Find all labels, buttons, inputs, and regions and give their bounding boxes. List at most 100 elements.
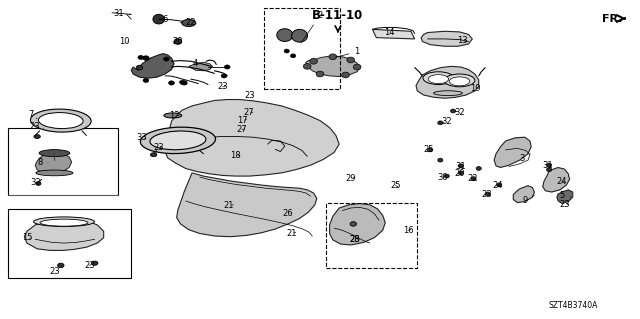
- Text: 21: 21: [286, 229, 296, 238]
- Ellipse shape: [458, 164, 463, 168]
- Polygon shape: [177, 173, 317, 237]
- Ellipse shape: [350, 222, 356, 226]
- Ellipse shape: [444, 174, 449, 178]
- Text: 26: 26: [283, 209, 293, 218]
- Text: 5: 5: [559, 191, 571, 200]
- Text: 31: 31: [456, 162, 466, 171]
- Ellipse shape: [150, 131, 206, 150]
- Polygon shape: [557, 190, 573, 204]
- Ellipse shape: [92, 261, 98, 265]
- Ellipse shape: [36, 182, 41, 185]
- Text: 23: 23: [154, 143, 164, 152]
- Bar: [264, 8, 340, 89]
- Bar: [326, 203, 417, 268]
- Text: 23: 23: [30, 122, 44, 131]
- Polygon shape: [494, 137, 531, 167]
- Ellipse shape: [169, 81, 174, 85]
- Text: 33: 33: [137, 133, 147, 142]
- Ellipse shape: [34, 217, 95, 226]
- Polygon shape: [372, 29, 415, 39]
- Text: 23: 23: [49, 267, 60, 276]
- Polygon shape: [189, 62, 212, 71]
- Ellipse shape: [329, 54, 337, 60]
- Ellipse shape: [428, 148, 433, 152]
- Text: 23: 23: [559, 200, 570, 209]
- Polygon shape: [513, 186, 534, 203]
- Text: 14: 14: [384, 28, 394, 37]
- Text: 28: 28: [350, 235, 360, 244]
- Bar: [8, 128, 118, 195]
- Ellipse shape: [303, 63, 311, 69]
- Text: 32: 32: [454, 108, 465, 117]
- Text: 27: 27: [237, 125, 247, 134]
- Text: 23: 23: [244, 91, 255, 100]
- Ellipse shape: [277, 29, 293, 41]
- Ellipse shape: [140, 127, 216, 153]
- Ellipse shape: [423, 72, 454, 85]
- Polygon shape: [131, 54, 174, 78]
- Text: 10: 10: [120, 37, 130, 46]
- Ellipse shape: [174, 39, 182, 44]
- Ellipse shape: [310, 58, 317, 64]
- Ellipse shape: [31, 109, 91, 132]
- Text: B-11-10: B-11-10: [312, 9, 364, 22]
- Ellipse shape: [451, 109, 456, 113]
- Ellipse shape: [449, 77, 470, 86]
- Ellipse shape: [38, 113, 83, 129]
- Ellipse shape: [182, 81, 188, 85]
- Polygon shape: [543, 167, 570, 192]
- Polygon shape: [35, 152, 72, 174]
- Text: 23: 23: [481, 190, 492, 199]
- Ellipse shape: [547, 163, 552, 167]
- Ellipse shape: [182, 19, 196, 26]
- Ellipse shape: [150, 153, 157, 157]
- Text: 8: 8: [37, 158, 48, 167]
- Text: 19: 19: [470, 81, 480, 93]
- Ellipse shape: [316, 71, 324, 77]
- Ellipse shape: [36, 170, 73, 176]
- Text: SZT4B3740A: SZT4B3740A: [548, 301, 598, 310]
- Text: 27: 27: [243, 108, 253, 117]
- Text: 23: 23: [84, 261, 95, 270]
- Text: 22: 22: [467, 174, 477, 183]
- Text: FR.: FR.: [602, 13, 625, 24]
- Ellipse shape: [153, 14, 164, 24]
- Text: 25: 25: [424, 145, 434, 154]
- Polygon shape: [306, 56, 360, 77]
- Ellipse shape: [347, 57, 355, 63]
- Text: 29: 29: [346, 174, 356, 183]
- Ellipse shape: [143, 56, 149, 60]
- Text: 13: 13: [457, 36, 467, 45]
- Text: 31: 31: [542, 161, 552, 170]
- Text: 32: 32: [442, 117, 452, 126]
- Ellipse shape: [34, 135, 40, 138]
- Ellipse shape: [434, 91, 463, 96]
- Ellipse shape: [164, 57, 169, 61]
- Text: 20: 20: [173, 37, 183, 46]
- Ellipse shape: [138, 56, 144, 60]
- Ellipse shape: [547, 168, 552, 172]
- Polygon shape: [330, 204, 385, 245]
- Ellipse shape: [164, 113, 182, 118]
- Ellipse shape: [497, 183, 502, 187]
- Ellipse shape: [221, 74, 227, 78]
- Ellipse shape: [476, 167, 481, 170]
- Text: 17: 17: [237, 116, 247, 125]
- Ellipse shape: [428, 75, 449, 84]
- Text: 16: 16: [403, 226, 413, 235]
- Text: 9: 9: [522, 195, 534, 205]
- Ellipse shape: [458, 171, 463, 175]
- Text: 23: 23: [218, 82, 228, 91]
- Text: 32: 32: [30, 178, 40, 187]
- Ellipse shape: [40, 219, 88, 226]
- Text: 15: 15: [22, 233, 32, 242]
- Polygon shape: [416, 66, 479, 98]
- Polygon shape: [24, 219, 104, 250]
- Text: 4: 4: [193, 59, 198, 68]
- Text: 21: 21: [224, 201, 234, 210]
- Ellipse shape: [225, 65, 230, 69]
- Ellipse shape: [143, 78, 149, 83]
- Ellipse shape: [292, 29, 308, 42]
- Text: 24: 24: [493, 181, 503, 190]
- Polygon shape: [165, 100, 339, 176]
